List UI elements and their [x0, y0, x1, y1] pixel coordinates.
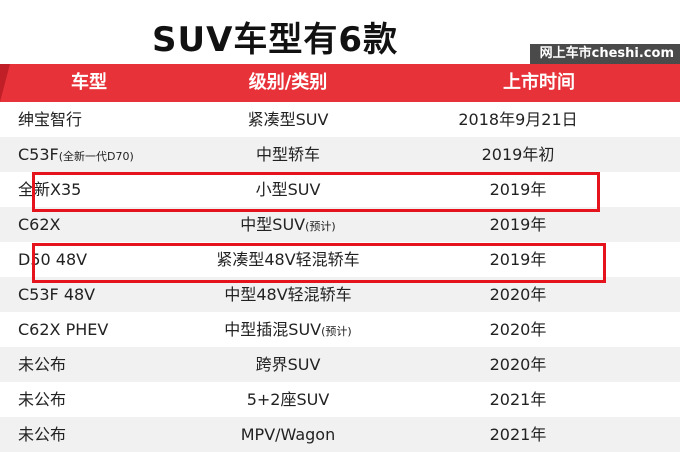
level-cell: 中型插混SUV(预计) [224, 320, 352, 339]
level-cell: 跨界SUV [255, 355, 321, 374]
highlight-box-d50 [32, 243, 606, 283]
page-title: SUV车型有6款 [152, 20, 399, 60]
highlight-box-x35 [32, 172, 600, 212]
level-cell: 紧凑型SUV [247, 110, 329, 129]
model-cell: 未公布 [18, 355, 67, 374]
header-level: 级别/类别 [248, 72, 328, 93]
table-row: 绅宝智行 紧凑型SUV 2018年9月21日 [0, 102, 680, 137]
header-model: 车型 [71, 72, 107, 93]
date-cell: 2019年 [489, 215, 547, 234]
model-cell: 绅宝智行 [18, 110, 83, 129]
level-cell: 小型SUV [255, 180, 321, 199]
table-row: C62X PHEV 中型插混SUV(预计) 2020年 [0, 312, 680, 347]
model-cell: 未公布 [18, 425, 67, 444]
table-row: C53F(全新一代D70) 中型轿车 2019年初 [0, 137, 680, 172]
model-cell: C53F(全新一代D70) [18, 145, 134, 164]
table-row: 未公布 5+2座SUV 2021年 [0, 382, 680, 417]
date-cell: 2019年初 [481, 145, 555, 164]
date-cell: 2020年 [489, 285, 547, 304]
header-date: 上市时间 [503, 72, 575, 93]
table-row: C62X 中型SUV(预计) 2019年 [0, 207, 680, 242]
table-row: 未公布 跨界SUV 2020年 [0, 347, 680, 382]
level-cell: 紧凑型48V轻混轿车 [216, 250, 360, 269]
table-header: 车型 级别/类别 上市时间 [0, 64, 680, 102]
level-cell: 中型SUV(预计) [240, 215, 336, 234]
date-cell: 2020年 [489, 320, 547, 339]
level-cell: MPV/Wagon [240, 425, 336, 444]
date-cell: 2021年 [489, 425, 547, 444]
date-cell: 2021年 [489, 390, 547, 409]
date-cell: 2019年 [489, 180, 547, 199]
date-cell: 2020年 [489, 355, 547, 374]
level-cell: 中型轿车 [255, 145, 320, 164]
model-cell: D50 48V [18, 250, 88, 269]
level-cell: 中型48V轻混轿车 [224, 285, 352, 304]
model-cell: C62X [18, 215, 61, 234]
model-cell: 未公布 [18, 390, 67, 409]
level-cell: 5+2座SUV [246, 390, 330, 409]
model-cell: C53F 48V [18, 285, 96, 304]
table-row: D50 48V 紧凑型48V轻混轿车 2019年 [0, 242, 680, 277]
model-cell: C62X PHEV [18, 320, 109, 339]
site-watermark-badge: 网上车市cheshi.com [529, 44, 680, 64]
table-body: 绅宝智行 紧凑型SUV 2018年9月21日 C53F(全新一代D70) 中型轿… [0, 102, 680, 452]
table-row: 全新X35 小型SUV 2019年 [0, 172, 680, 207]
date-cell: 2018年9月21日 [458, 110, 578, 129]
date-cell: 2019年 [489, 250, 547, 269]
table-row: 未公布 MPV/Wagon 2021年 [0, 417, 680, 452]
